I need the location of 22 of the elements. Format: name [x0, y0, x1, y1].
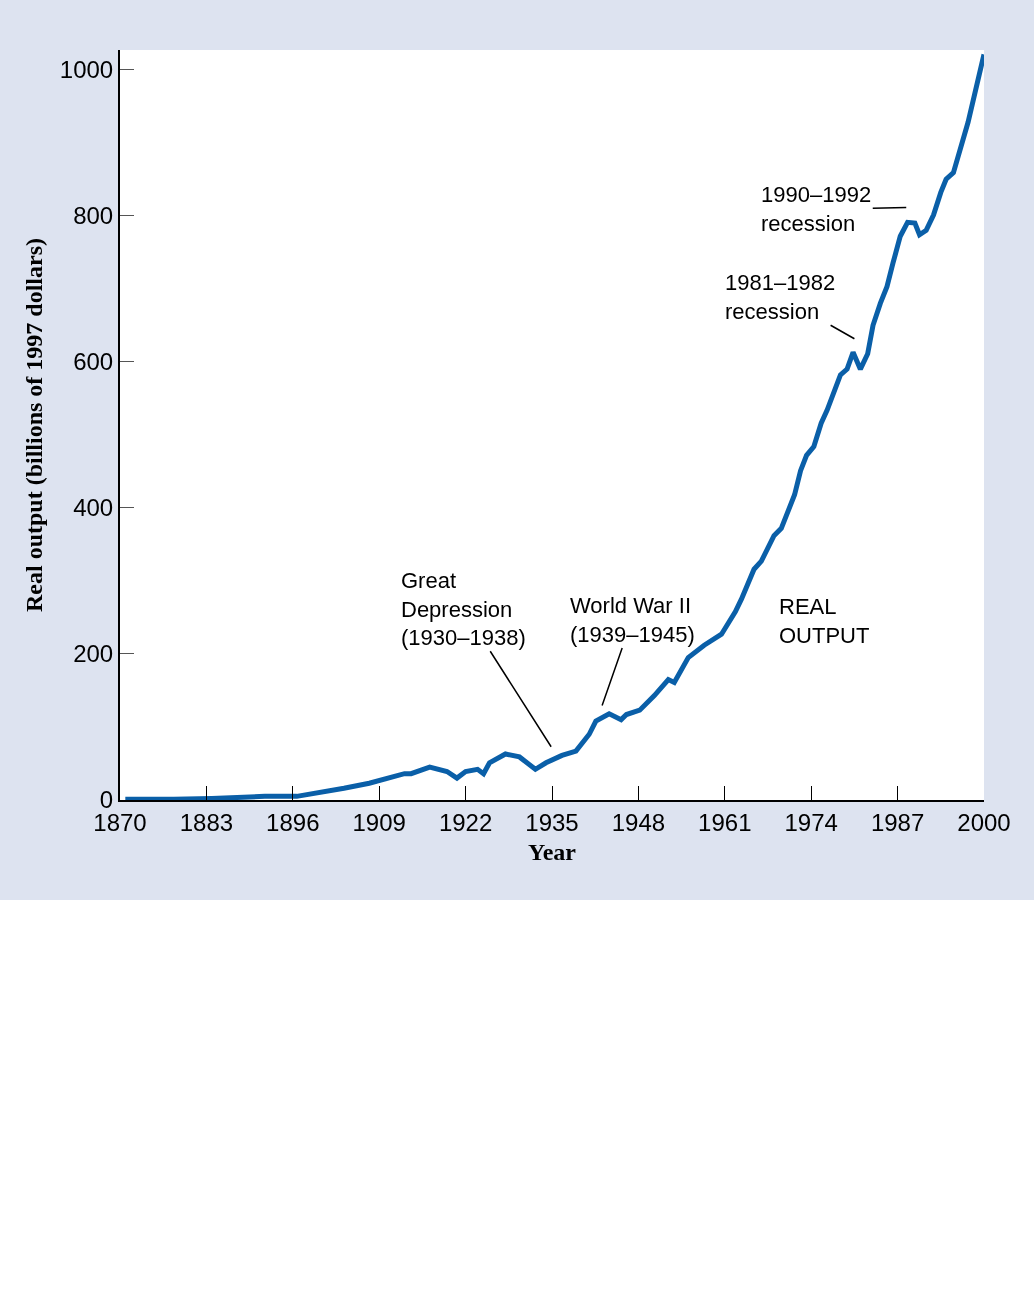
y-tick-label: 800 [73, 202, 114, 230]
x-tick-label: 1896 [266, 808, 320, 836]
x-tick-label: 1883 [179, 808, 234, 836]
x-tick-label: 1974 [784, 808, 838, 836]
y-tick-label: 1000 [59, 56, 114, 84]
y-tick-label: 600 [73, 348, 114, 376]
x-tick-label: 1935 [525, 808, 579, 836]
x-tick-label: 1909 [352, 808, 406, 836]
annotation: Great Depression (1930–1938) [401, 568, 526, 651]
x-tick-label: 1948 [611, 808, 666, 836]
annotation: 1981–1982 recession [725, 270, 836, 324]
x-tick-label: 1922 [438, 808, 493, 836]
y-axis-title: Real output (billions of 1997 dollars) [21, 237, 48, 613]
x-tick-label: 2000 [957, 808, 1011, 836]
x-tick-label: 1961 [698, 808, 752, 836]
x-tick-label: 1987 [870, 808, 925, 836]
annotation: 1990–1992 recession [761, 182, 872, 236]
x-axis-title: Year [528, 838, 577, 865]
annotation: REAL OUTPUT [779, 594, 870, 648]
y-tick-label: 400 [73, 494, 114, 522]
y-tick-label: 200 [73, 640, 114, 668]
annotation: World War II (1939–1945) [570, 593, 695, 647]
